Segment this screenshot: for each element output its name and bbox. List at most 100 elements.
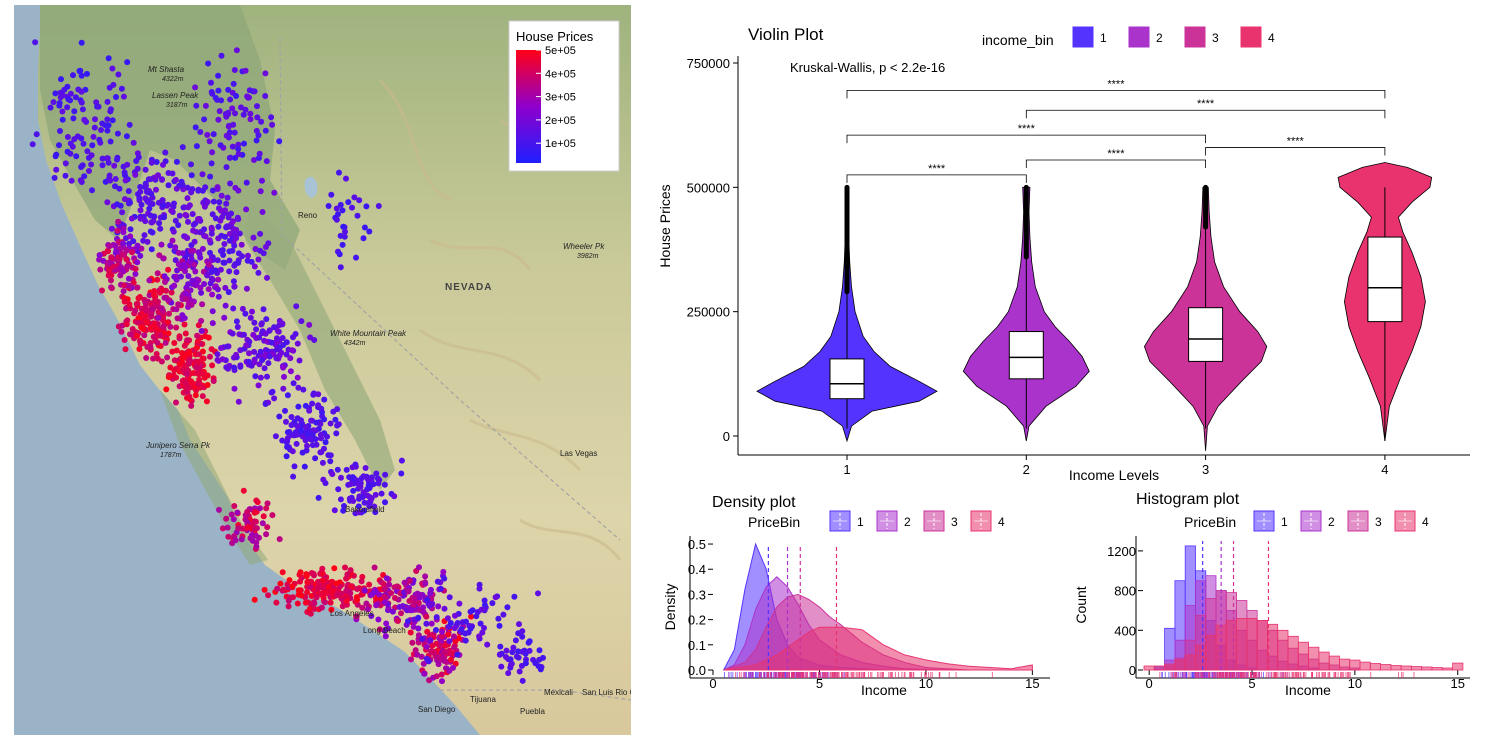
house-point bbox=[229, 330, 236, 337]
house-point bbox=[187, 247, 194, 254]
house-point bbox=[68, 177, 75, 184]
house-point bbox=[242, 67, 249, 74]
house-point bbox=[78, 88, 85, 95]
house-point bbox=[252, 246, 259, 252]
house-point bbox=[113, 94, 119, 100]
house-point bbox=[315, 402, 322, 409]
house-point bbox=[448, 656, 454, 663]
house-point bbox=[224, 194, 231, 201]
map-place-label: White Mountain Peak bbox=[330, 329, 407, 338]
house-point bbox=[272, 433, 279, 440]
house-point bbox=[540, 654, 546, 661]
house-point bbox=[381, 586, 388, 593]
house-point bbox=[253, 543, 260, 550]
house-point bbox=[97, 266, 104, 273]
house-point bbox=[349, 204, 355, 211]
house-point bbox=[274, 346, 281, 352]
house-point bbox=[353, 254, 359, 261]
house-point bbox=[50, 99, 57, 106]
box-1 bbox=[829, 358, 865, 400]
house-point bbox=[451, 633, 457, 640]
house-point bbox=[289, 583, 296, 590]
house-point bbox=[235, 187, 242, 194]
violin-x-ticks: 1 2 3 4 bbox=[843, 455, 1389, 477]
house-point bbox=[192, 268, 199, 275]
house-point bbox=[422, 580, 429, 587]
house-point bbox=[183, 290, 190, 297]
house-point bbox=[193, 280, 200, 287]
map-place-label: Bakersfield bbox=[345, 505, 385, 514]
house-point bbox=[416, 564, 422, 571]
house-point bbox=[62, 172, 69, 179]
histogram-panel: Histogram plot PriceBin 1 2 3 4 0 400 800 1200… bbox=[1073, 491, 1470, 698]
house-point bbox=[189, 277, 196, 284]
house-point bbox=[121, 169, 128, 176]
house-point bbox=[343, 175, 349, 182]
house-point bbox=[391, 493, 398, 500]
house-point bbox=[354, 586, 361, 592]
house-point bbox=[492, 594, 499, 601]
house-point bbox=[442, 642, 449, 649]
coastal-range bbox=[160, 390, 268, 565]
house-point bbox=[171, 367, 178, 374]
house-point bbox=[441, 605, 448, 612]
house-point bbox=[118, 328, 125, 335]
house-point bbox=[148, 246, 155, 253]
house-point bbox=[181, 342, 188, 349]
house-point bbox=[226, 154, 233, 161]
house-point bbox=[209, 308, 216, 315]
house-point bbox=[165, 170, 172, 176]
house-point bbox=[145, 189, 152, 196]
density-x-label: Income bbox=[861, 682, 907, 698]
significance-label: **** bbox=[1018, 123, 1036, 135]
house-point bbox=[358, 578, 365, 585]
house-point bbox=[126, 301, 133, 308]
house-point bbox=[104, 199, 111, 206]
house-point bbox=[532, 660, 539, 667]
density-rug bbox=[723, 672, 993, 678]
house-point bbox=[134, 165, 141, 172]
house-point bbox=[135, 154, 142, 161]
house-point bbox=[409, 607, 415, 614]
house-point bbox=[334, 466, 341, 473]
house-point bbox=[143, 355, 150, 361]
house-point bbox=[231, 283, 238, 290]
house-point bbox=[205, 286, 212, 293]
house-point bbox=[304, 589, 311, 596]
density-x-ticks: 0 5 10 15 bbox=[709, 670, 1040, 691]
house-point bbox=[208, 160, 215, 167]
house-point bbox=[151, 213, 158, 220]
house-point bbox=[195, 187, 202, 194]
house-point bbox=[352, 461, 359, 468]
house-point bbox=[215, 223, 222, 230]
house-point bbox=[279, 569, 286, 576]
house-point bbox=[126, 121, 133, 128]
house-point bbox=[235, 525, 242, 532]
house-point bbox=[362, 465, 369, 471]
house-point bbox=[382, 471, 389, 478]
x-tick-label: 0 bbox=[1146, 676, 1153, 691]
house-point bbox=[67, 90, 74, 97]
house-point bbox=[172, 257, 179, 264]
house-point bbox=[307, 584, 314, 591]
house-point bbox=[173, 324, 180, 331]
house-point bbox=[427, 590, 434, 597]
histogram-bar-4 bbox=[1380, 664, 1392, 671]
house-point bbox=[313, 419, 320, 426]
house-point bbox=[149, 201, 156, 207]
legend-label-4: 4 bbox=[1268, 31, 1275, 45]
house-point bbox=[53, 166, 60, 173]
house-point bbox=[215, 72, 222, 79]
house-point bbox=[476, 633, 483, 640]
house-point bbox=[108, 277, 114, 284]
house-point bbox=[343, 466, 350, 473]
significance-label: **** bbox=[928, 163, 946, 175]
house-point bbox=[244, 518, 251, 525]
house-point bbox=[117, 245, 124, 252]
house-point bbox=[346, 474, 353, 481]
house-point bbox=[363, 600, 370, 607]
house-point bbox=[330, 408, 337, 415]
legend-label-3: 3 bbox=[1375, 515, 1382, 529]
house-point bbox=[257, 188, 264, 195]
house-point bbox=[231, 364, 237, 371]
